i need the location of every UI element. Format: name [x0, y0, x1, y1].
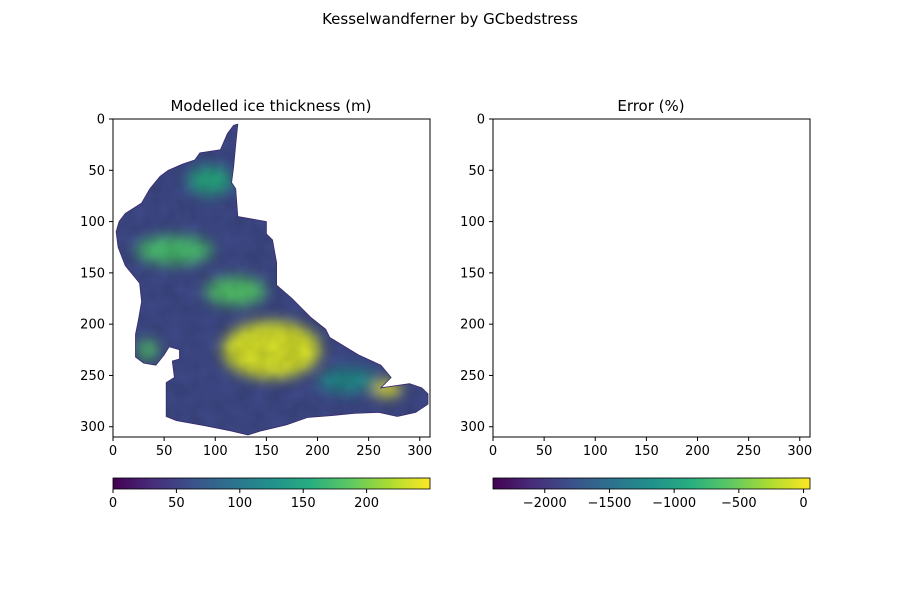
- x-tick-label: 100: [203, 444, 228, 459]
- y-tick-label: 0: [97, 113, 105, 128]
- colorbar-tick-label: 0: [799, 496, 807, 511]
- x-tick-label: 0: [489, 444, 497, 459]
- thickness-colorbar-ticks: 0 50 100 150 200: [109, 489, 379, 511]
- figure-suptitle: Kesselwandferner by GCbedstress: [322, 10, 578, 28]
- y-tick-label: 100: [80, 215, 105, 230]
- x-tick-label: 0: [109, 444, 117, 459]
- thickness-panel-title: Modelled ice thickness (m): [170, 97, 371, 115]
- error-colorbar-ticks: −2000 −1500 −1000 −500 0: [523, 489, 808, 511]
- y-tick-label: 300: [460, 420, 485, 435]
- colorbar-tick-label: 150: [291, 496, 316, 511]
- error-x-axis: 0 50 100 150 200 250 300: [489, 437, 812, 459]
- y-tick-label: 100: [460, 215, 485, 230]
- x-tick-label: 100: [583, 444, 608, 459]
- error-colorbar-gradient: [493, 478, 810, 489]
- colorbar-tick-label: 50: [168, 496, 185, 511]
- x-tick-label: 300: [407, 444, 432, 459]
- x-tick-label: 200: [685, 444, 710, 459]
- y-tick-label: 150: [80, 266, 105, 281]
- x-tick-label: 150: [634, 444, 659, 459]
- y-tick-label: 200: [460, 318, 485, 333]
- error-y-axis: 0 50 100 150 200 250 300: [460, 113, 493, 436]
- error-panel-title: Error (%): [617, 97, 684, 115]
- y-tick-label: 0: [477, 113, 485, 128]
- thickness-panel: Modelled ice thickness (m) 0 50 100 150 200 2…: [80, 97, 432, 459]
- y-tick-label: 50: [88, 164, 105, 179]
- thickness-x-axis: 0 50 100 150 200 250 300: [109, 437, 432, 459]
- thickness-heatmap: [113, 119, 430, 437]
- colorbar-tick-label: 200: [354, 496, 379, 511]
- error-panel: Error (%) 0 50 100 150 200 250 300 0 50 100 150 20…: [460, 97, 812, 459]
- y-tick-label: 50: [468, 164, 485, 179]
- y-tick-label: 150: [460, 266, 485, 281]
- thickness-y-axis: 0 50 100 150 200 250 300: [80, 113, 113, 436]
- x-tick-label: 200: [305, 444, 330, 459]
- y-tick-label: 300: [80, 420, 105, 435]
- error-colorbar: −2000 −1500 −1000 −500 0: [493, 478, 810, 511]
- colorbar-tick-label: −2000: [523, 496, 567, 511]
- x-tick-label: 50: [156, 444, 173, 459]
- x-tick-label: 250: [356, 444, 381, 459]
- x-tick-label: 250: [736, 444, 761, 459]
- thickness-texture: [113, 119, 430, 437]
- x-tick-label: 150: [254, 444, 279, 459]
- thickness-colorbar-gradient: [113, 478, 430, 489]
- colorbar-tick-label: −1000: [652, 496, 696, 511]
- y-tick-label: 250: [460, 369, 485, 384]
- thickness-colorbar: 0 50 100 150 200: [109, 478, 430, 511]
- x-tick-label: 300: [787, 444, 812, 459]
- x-tick-label: 50: [536, 444, 553, 459]
- colorbar-tick-label: −500: [721, 496, 757, 511]
- colorbar-tick-label: 100: [227, 496, 252, 511]
- y-tick-label: 250: [80, 369, 105, 384]
- error-axes-frame: [493, 119, 810, 437]
- y-tick-label: 200: [80, 318, 105, 333]
- colorbar-tick-label: −1500: [587, 496, 631, 511]
- colorbar-tick-label: 0: [109, 496, 117, 511]
